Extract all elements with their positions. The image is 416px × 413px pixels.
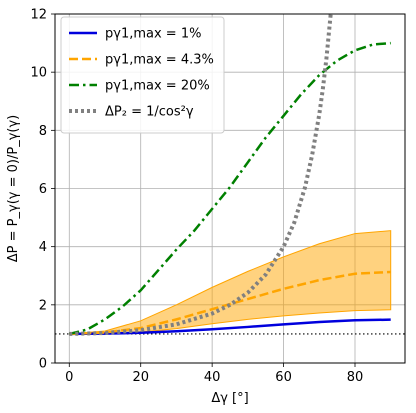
y-tick-label: 10	[30, 66, 47, 81]
legend-label-3: ΔP₂ = 1/cos²γ	[105, 105, 194, 120]
x-axis-label: Δγ [°]	[211, 391, 248, 406]
y-tick-label: 4	[39, 240, 47, 255]
x-tick-label: 40	[204, 370, 221, 385]
y-tick-label: 6	[39, 182, 47, 197]
legend-label-0: pγ1,max = 1%	[105, 27, 201, 42]
x-tick-label: 20	[132, 370, 149, 385]
series-3-line	[69, 14, 333, 336]
legend-label-1: pγ1,max = 4.3%	[105, 53, 214, 68]
series-1-line	[69, 270, 391, 336]
legend: pγ1,max = 1% pγ1,max = 4.3% pγ1,max = 20% Δ…	[60, 16, 225, 134]
tick-labels: 0 20 40 60 80 0 2 4 6 8 10 12	[30, 8, 363, 386]
y-tick-label: 8	[39, 124, 47, 139]
series-0-line	[69, 318, 391, 336]
y-tick-label: 2	[39, 298, 47, 313]
x-tick-label: 60	[275, 370, 292, 385]
axis-labels: Δγ [°] ΔP = P_γ(γ = 0)/P_γ(γ)	[6, 115, 249, 406]
x-tick-label: 0	[65, 370, 73, 385]
y-axis-label: ΔP = P_γ(γ = 0)/P_γ(γ)	[6, 115, 21, 262]
series-1-band	[69, 230, 392, 335]
confidence-band-layer	[69, 230, 392, 335]
y-tick-label: 0	[39, 357, 47, 372]
x-tick-label: 80	[347, 370, 364, 385]
y-tick-label: 12	[30, 8, 47, 23]
legend-label-2: pγ1,max = 20%	[105, 79, 210, 94]
legend-box	[60, 16, 225, 134]
series-layer	[55, 14, 405, 336]
